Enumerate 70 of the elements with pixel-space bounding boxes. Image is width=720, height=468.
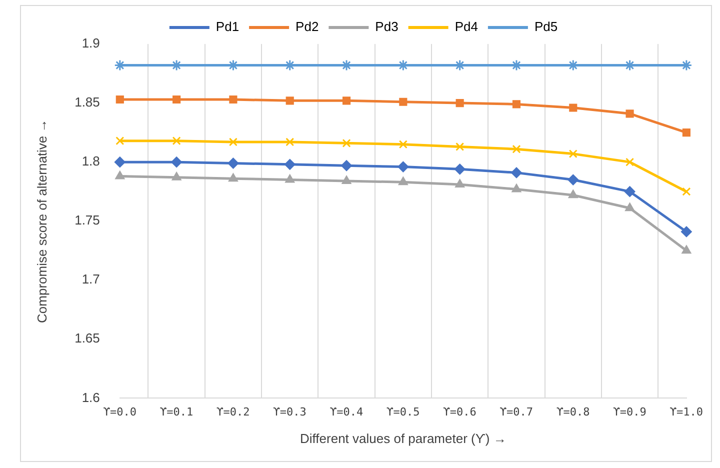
point <box>454 164 466 175</box>
y-tick-label: 1.7 <box>82 272 100 287</box>
point <box>512 144 521 154</box>
point <box>454 179 465 188</box>
point <box>512 100 521 108</box>
point <box>341 160 352 172</box>
x-tick-label: ϒ=0.9 <box>613 406 646 419</box>
y-tick-label: 1.8 <box>82 154 100 169</box>
x-tick-label: ϒ=0.3 <box>273 406 306 419</box>
x-axis-title: Different values of parameter (ϒ) → <box>300 430 506 446</box>
point <box>626 110 634 118</box>
point <box>228 138 238 146</box>
point <box>172 136 181 146</box>
point <box>680 60 692 71</box>
point <box>568 190 578 198</box>
x-tick-label: ϒ=1.0 <box>670 406 704 419</box>
point <box>115 170 125 180</box>
point <box>569 104 578 112</box>
y-tick-label: 1.65 <box>74 330 100 346</box>
x-tick-label: ϒ=0.4 <box>330 406 364 419</box>
legend-label: Pd5 <box>534 19 558 34</box>
point <box>284 158 296 170</box>
point <box>682 128 690 137</box>
point <box>286 96 294 105</box>
point <box>456 142 464 152</box>
point <box>116 136 124 146</box>
point <box>229 95 238 104</box>
point <box>342 96 351 105</box>
point <box>398 176 408 186</box>
point <box>399 98 408 106</box>
point <box>172 95 181 104</box>
point <box>682 245 692 254</box>
point <box>172 172 182 180</box>
y-tick-label: 1.9 <box>82 36 100 51</box>
point <box>568 174 579 186</box>
point <box>342 175 352 184</box>
x-tick-label: ϒ=0.1 <box>160 406 194 419</box>
x-tick-label: ϒ=0.2 <box>216 406 250 419</box>
point <box>286 138 294 146</box>
x-tick-label: ϒ=0.5 <box>386 406 420 419</box>
point <box>285 174 295 183</box>
point <box>626 158 634 166</box>
point <box>456 99 464 108</box>
point <box>171 156 182 168</box>
point <box>512 184 522 192</box>
point <box>114 156 126 168</box>
legend-label: Pd4 <box>454 19 478 34</box>
point <box>624 186 636 198</box>
point <box>398 140 408 149</box>
y-axis-title: Compromise score of alternative → <box>34 119 50 323</box>
x-tick-label: ϒ=0.8 <box>556 406 590 419</box>
y-tick-label: 1.6 <box>82 390 100 405</box>
point <box>510 167 522 178</box>
x-tick-label: ϒ=0.7 <box>500 406 534 419</box>
point <box>568 150 578 158</box>
legend-label: Pd1 <box>216 19 240 34</box>
point <box>680 226 692 238</box>
x-tick-label: ϒ=0.0 <box>103 406 136 419</box>
point <box>398 161 409 172</box>
y-tick-label: 1.85 <box>74 94 100 110</box>
x-tick-label: ϒ=0.6 <box>443 406 476 419</box>
point <box>682 187 691 196</box>
y-tick-label: 1.75 <box>74 212 100 228</box>
legend-label: Pd2 <box>296 19 319 34</box>
point <box>342 138 351 148</box>
legend-label: Pd3 <box>375 19 398 34</box>
point <box>624 202 635 212</box>
point <box>116 95 124 104</box>
point <box>228 158 239 169</box>
point <box>228 173 238 182</box>
